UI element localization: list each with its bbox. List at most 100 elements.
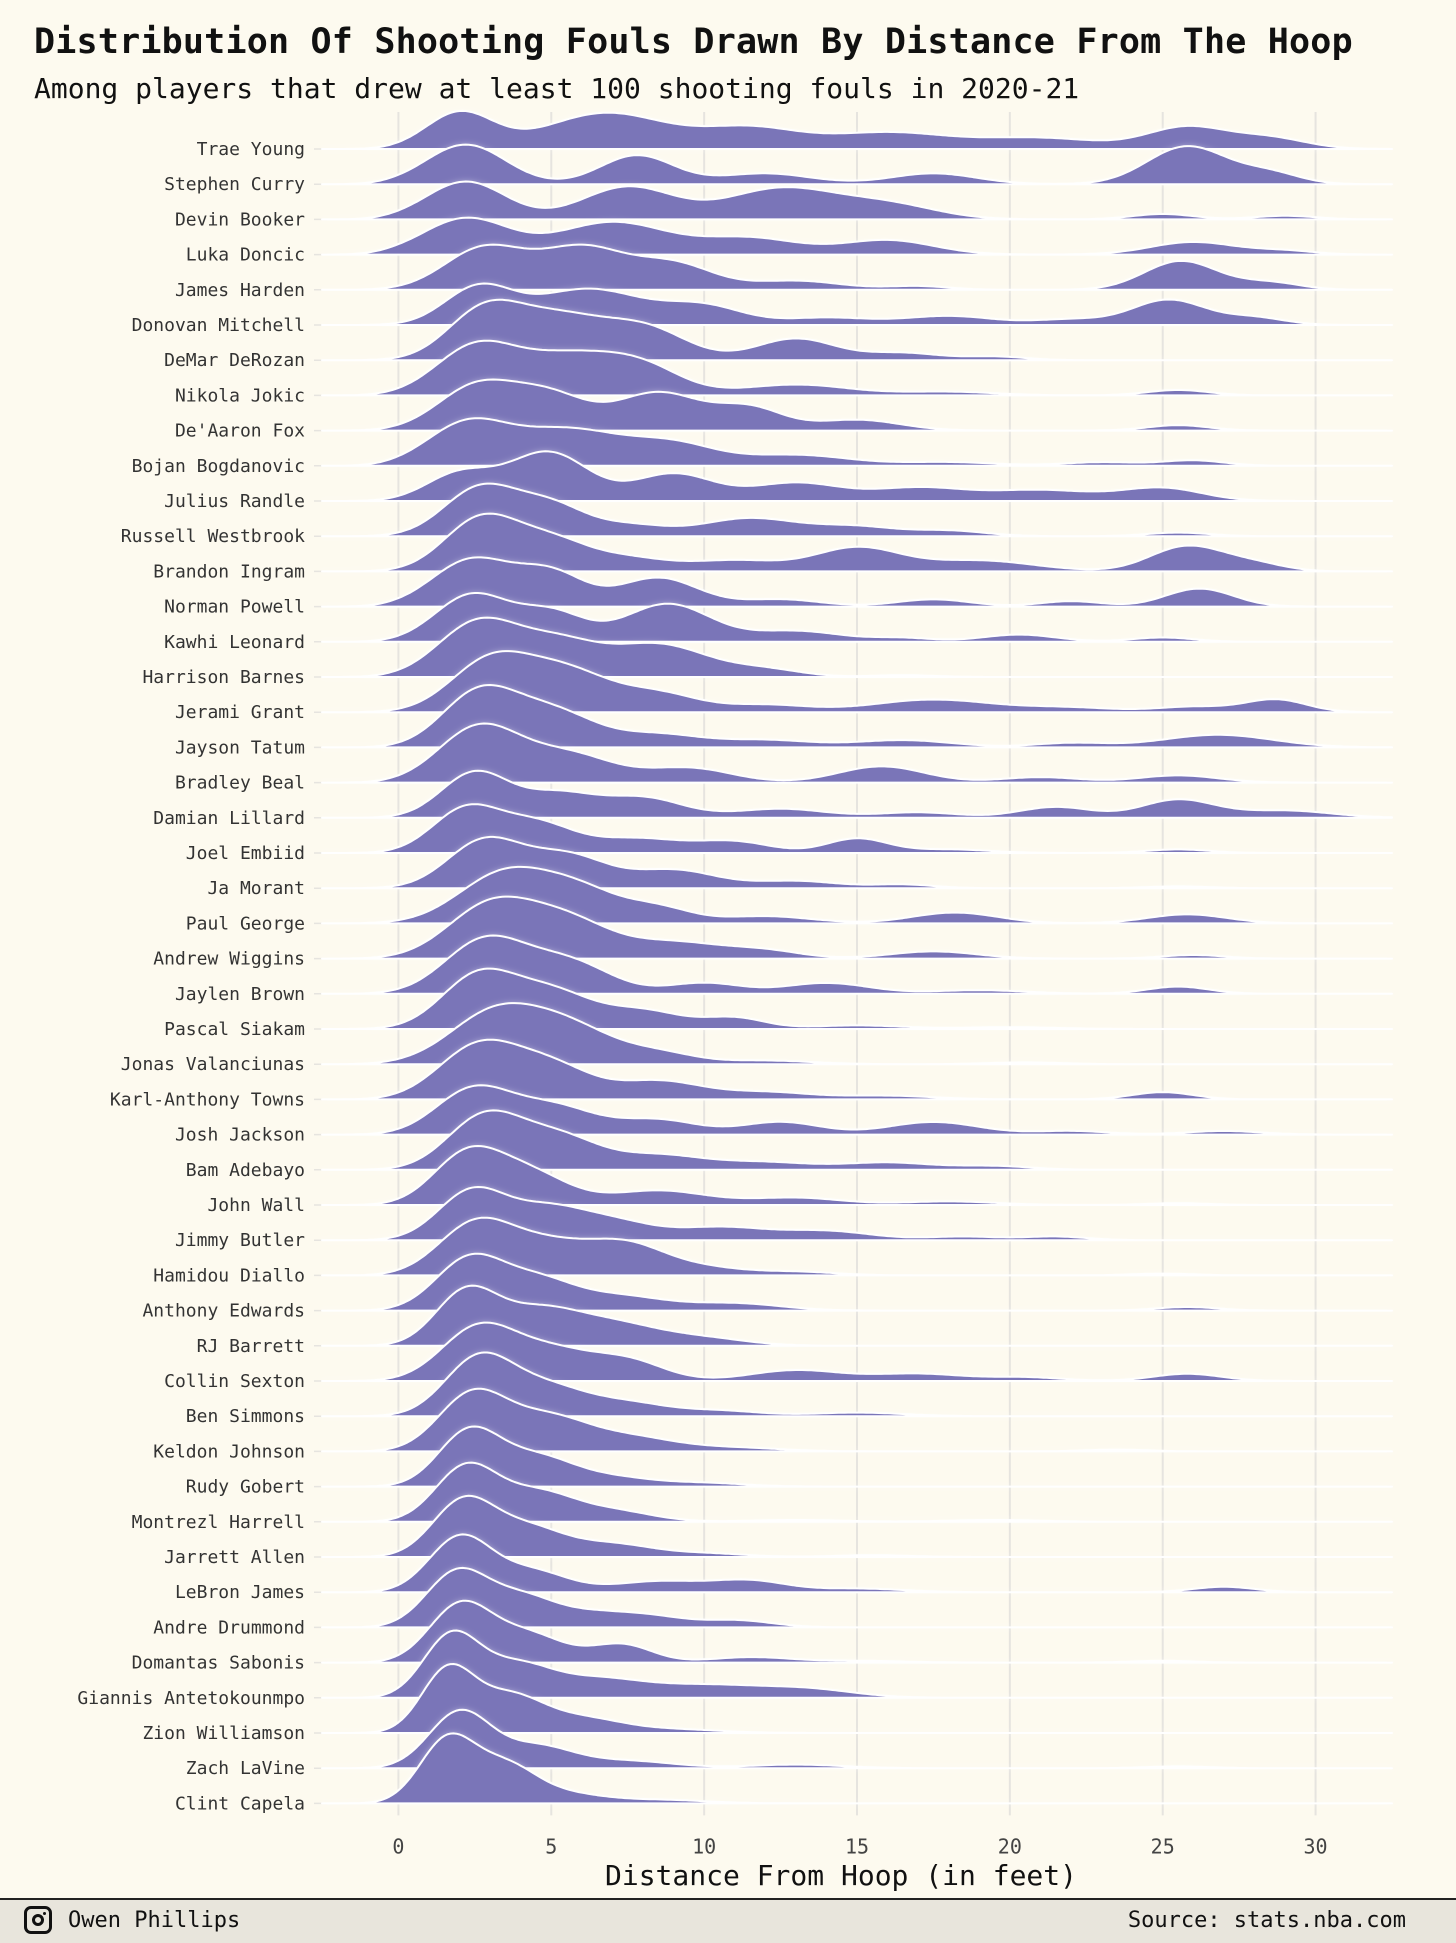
ridge-jayson-tatum xyxy=(321,684,1393,749)
ridge-brandon-ingram xyxy=(321,512,1393,573)
y-tick-label: Jayson Tatum xyxy=(175,737,305,758)
y-tick-label: Andrew Wiggins xyxy=(153,949,305,970)
chart-title: Distribution Of Shooting Fouls Drawn By … xyxy=(34,22,1353,62)
y-tick-label: De'Aaron Fox xyxy=(175,421,305,442)
ridge-de-aaron-fox xyxy=(321,378,1393,432)
ridge-clint-capela xyxy=(321,1732,1393,1805)
ridge-devin-booker xyxy=(321,180,1393,221)
y-tick-label: Pascal Siakam xyxy=(164,1019,305,1040)
ridge-karl-anthony-towns xyxy=(321,1038,1393,1101)
ridge-anthony-edwards xyxy=(321,1252,1393,1312)
ridge-norman-powell xyxy=(321,556,1393,608)
footer-source: Source: stats.nba.com xyxy=(1127,1908,1406,1933)
ridge-andrew-wiggins xyxy=(321,895,1393,960)
ridge-russell-westbrook xyxy=(321,482,1393,538)
x-tick-label: 0 xyxy=(392,1834,404,1858)
y-tick-label: Zion Williamson xyxy=(142,1723,305,1744)
ridge-stephen-curry xyxy=(321,143,1393,186)
y-tick-label: Russell Westbrook xyxy=(121,526,305,547)
ridge-montrezl-harrell xyxy=(321,1461,1393,1523)
ridge-joel-embiid xyxy=(321,803,1393,854)
ridge-domantas-sabonis xyxy=(321,1599,1393,1664)
y-tick-label: LeBron James xyxy=(175,1582,305,1603)
instagram-icon[interactable] xyxy=(24,1906,52,1934)
y-tick-label: Jarrett Allen xyxy=(164,1547,305,1568)
ridge-jaylen-brown xyxy=(321,934,1393,995)
ridge-harrison-barnes xyxy=(321,616,1393,678)
x-tick-label: 30 xyxy=(1304,1834,1328,1858)
footer-author: Owen Phillips xyxy=(68,1908,241,1933)
ridge-giannis-antetokounmpo xyxy=(321,1629,1393,1699)
y-tick-label: Norman Powell xyxy=(164,597,305,618)
y-tick-label: Damian Lillard xyxy=(153,808,305,829)
y-tick-label: Anthony Edwards xyxy=(142,1301,305,1322)
y-tick-label: Collin Sexton xyxy=(164,1371,305,1392)
y-tick-label: Karl-Anthony Towns xyxy=(110,1089,305,1110)
x-tick-label: 20 xyxy=(998,1834,1022,1858)
y-tick-label: Brandon Ingram xyxy=(153,561,305,582)
y-tick-label: Paul George xyxy=(186,913,305,934)
y-tick-label: Clint Capela xyxy=(175,1793,305,1814)
y-tick-label: Rudy Gobert xyxy=(186,1477,305,1498)
ridge-bojan-bogdanovic xyxy=(321,417,1393,467)
y-tick-label: Jaylen Brown xyxy=(175,984,305,1005)
y-tick-label: Luka Doncic xyxy=(186,245,305,266)
ridge-demar-derozan xyxy=(321,298,1393,362)
ridge-zion-williamson xyxy=(321,1663,1393,1734)
ridge-kawhi-leonard xyxy=(321,592,1393,643)
ridge-trae-young xyxy=(321,109,1393,150)
ridge-rj-barrett xyxy=(321,1284,1393,1347)
y-tick-label: Bradley Beal xyxy=(175,773,305,794)
ridge-damian-lillard xyxy=(321,769,1393,819)
ridge-paul-george xyxy=(321,865,1393,925)
y-tick-label: Kawhi Leonard xyxy=(164,632,305,653)
y-tick-label: DeMar DeRozan xyxy=(164,350,305,371)
ridge-jimmy-butler xyxy=(321,1186,1393,1242)
x-axis-title: Distance From Hoop (in feet) xyxy=(605,1859,1077,1892)
y-axis-labels: Trae Young Stephen Curry Devin Booker Luka … xyxy=(77,139,305,1814)
y-tick-label: Jonas Valanciunas xyxy=(121,1054,305,1075)
ridge-lebron-james xyxy=(321,1533,1393,1594)
y-tick-label: Jimmy Butler xyxy=(175,1230,305,1251)
y-tick-label: Nikola Jokic xyxy=(175,385,305,406)
ridge-collin-sexton xyxy=(321,1321,1393,1382)
ridge-julius-randle xyxy=(321,450,1393,502)
y-tick-label: Ja Morant xyxy=(207,878,305,899)
x-tick-label: 5 xyxy=(545,1834,557,1858)
ridge-rudy-gobert xyxy=(321,1425,1393,1488)
y-tick-label: Zach LaVine xyxy=(186,1758,305,1779)
y-tick-label: Julius Randle xyxy=(164,491,305,512)
y-tick-label: Ben Simmons xyxy=(186,1406,305,1427)
y-tick-label: Trae Young xyxy=(197,139,305,160)
ridge-pascal-siakam xyxy=(321,967,1393,1030)
y-tick-label: Andre Drummond xyxy=(153,1617,305,1638)
y-tick-label: Hamidou Diallo xyxy=(153,1265,305,1286)
y-tick-label: Joel Embiid xyxy=(186,843,305,864)
ridge-hamidou-diallo xyxy=(321,1216,1393,1277)
ridge-jonas-valanciunas xyxy=(321,1002,1393,1066)
y-tick-label: Domantas Sabonis xyxy=(132,1653,305,1674)
y-tick-label: Donovan Mitchell xyxy=(132,315,305,336)
ridge-ben-simmons xyxy=(321,1351,1393,1418)
y-tick-label: Harrison Barnes xyxy=(142,667,305,688)
ridge-jarrett-allen xyxy=(321,1494,1393,1558)
ridge-ja-morant xyxy=(321,835,1393,890)
y-tick-label: Bam Adebayo xyxy=(186,1160,305,1181)
y-tick-label: John Wall xyxy=(207,1195,305,1216)
y-tick-label: James Harden xyxy=(175,280,305,301)
ridge-keldon-johnson xyxy=(321,1387,1393,1453)
y-tick-label: Bojan Bogdanovic xyxy=(132,456,305,477)
y-tick-label: RJ Barrett xyxy=(197,1336,305,1357)
x-axis-ticks: 0 5 10 15 20 25 30 xyxy=(392,1834,1327,1858)
ridge-josh-jackson xyxy=(321,1084,1393,1136)
y-tick-label: Keldon Johnson xyxy=(153,1441,305,1462)
ridge-andre-drummond xyxy=(321,1566,1393,1629)
ridge-jerami-grant xyxy=(321,650,1393,714)
y-tick-label: Stephen Curry xyxy=(164,174,305,195)
ridge-bam-adebayo xyxy=(321,1109,1393,1171)
ridge-john-wall xyxy=(321,1145,1393,1206)
y-tick-label: Josh Jackson xyxy=(175,1125,305,1146)
ridge-nikola-jokic xyxy=(321,339,1393,397)
y-tick-label: Jerami Grant xyxy=(175,702,305,723)
